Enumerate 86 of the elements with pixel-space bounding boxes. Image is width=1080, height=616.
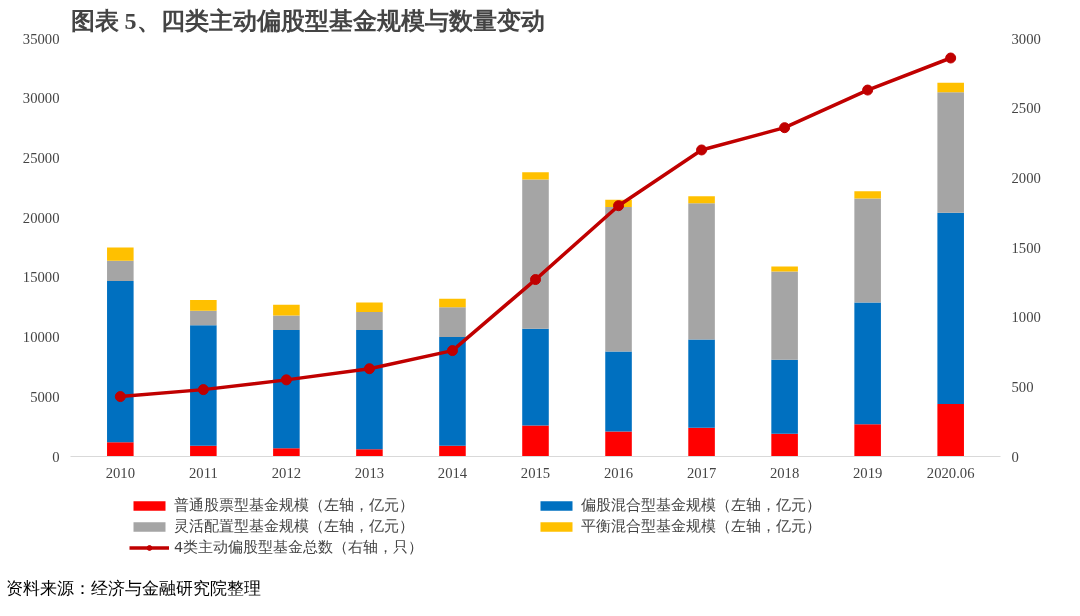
bar xyxy=(107,260,134,281)
x-tick-label: 2019 xyxy=(852,464,883,481)
y-tick-label: 5000 xyxy=(30,388,60,405)
point xyxy=(862,84,874,96)
x-tick-label: 2012 xyxy=(271,464,302,481)
legend-label: 灵活配置型基金规模（左轴，亿元） xyxy=(174,516,415,536)
bar xyxy=(273,448,300,457)
bar xyxy=(605,351,632,432)
legend-label: 普通股票型基金规模（左轴，亿元） xyxy=(174,495,415,515)
legend-label: 4类主动偏股型基金总数（右轴，只） xyxy=(174,537,425,557)
y2-tick-label: 3000 xyxy=(1011,30,1041,47)
bar xyxy=(605,431,632,457)
bar xyxy=(107,247,134,261)
bar xyxy=(688,427,715,457)
point xyxy=(114,391,126,403)
bar xyxy=(522,172,549,180)
bar xyxy=(771,359,798,434)
x-tick-label: 2010 xyxy=(105,464,135,481)
y-tick-label: 15000 xyxy=(22,269,60,286)
bar xyxy=(937,82,964,93)
bar xyxy=(356,329,383,450)
y2-tick-label: 0 xyxy=(1011,448,1019,465)
bar xyxy=(439,307,466,338)
bar xyxy=(854,424,881,457)
bar xyxy=(771,271,798,360)
text: 资料来源：经济与金融研究院整理 xyxy=(6,578,261,600)
y2-tick-label: 1500 xyxy=(1011,239,1041,256)
bar xyxy=(771,433,798,457)
bar xyxy=(439,298,466,308)
bar xyxy=(190,445,217,457)
y-tick-label: 30000 xyxy=(22,90,60,107)
y2-tick-label: 500 xyxy=(1011,378,1034,395)
bar xyxy=(439,445,466,457)
bar xyxy=(937,403,964,457)
bar xyxy=(190,300,217,311)
y-tick-label: 0 xyxy=(52,448,60,465)
x-tick-label: 2014 xyxy=(437,464,468,481)
bar xyxy=(522,179,549,329)
bar xyxy=(273,329,300,449)
y2-tick-label: 1000 xyxy=(1011,309,1041,326)
x-tick-label: 2017 xyxy=(686,464,717,481)
legend-label: 偏股混合型基金规模（左轴，亿元） xyxy=(581,495,822,515)
bar xyxy=(522,425,549,457)
bar xyxy=(190,325,217,446)
bar xyxy=(190,310,217,326)
bar xyxy=(937,212,964,404)
bar xyxy=(107,442,134,457)
x-tick-label: 2020.06 xyxy=(926,464,975,481)
point xyxy=(945,52,957,64)
y2-tick-label: 2500 xyxy=(1011,100,1041,117)
point xyxy=(363,363,375,375)
bar xyxy=(356,311,383,330)
bar xyxy=(854,191,881,199)
bar xyxy=(854,302,881,425)
point xyxy=(197,384,209,396)
legend-label: 平衡混合型基金规模（左轴，亿元） xyxy=(581,516,822,536)
bar xyxy=(439,337,466,446)
bar xyxy=(854,198,881,303)
y2-tick-label: 2000 xyxy=(1011,169,1041,186)
y-tick-label: 10000 xyxy=(22,329,60,346)
point xyxy=(696,144,708,156)
bar xyxy=(688,339,715,428)
y-tick-label: 20000 xyxy=(22,209,60,226)
y-tick-label: 35000 xyxy=(22,30,60,47)
point xyxy=(446,345,458,357)
bar xyxy=(688,196,715,204)
x-tick-label: 2013 xyxy=(354,464,385,481)
point xyxy=(779,122,791,134)
x-tick-label: 2015 xyxy=(520,464,551,481)
point xyxy=(530,274,541,286)
point xyxy=(280,374,292,386)
bar xyxy=(356,449,383,457)
bar xyxy=(273,315,300,330)
y-tick-label: 25000 xyxy=(22,149,60,166)
bar xyxy=(688,203,715,340)
bar xyxy=(107,280,134,443)
bar xyxy=(356,302,383,312)
chart-title: 图表 5、四类主动偏股型基金规模与数量变动 xyxy=(70,6,545,34)
x-tick-label: 2016 xyxy=(603,464,634,481)
bar xyxy=(937,92,964,213)
x-tick-label: 2018 xyxy=(769,464,800,481)
bar xyxy=(605,206,632,352)
bar xyxy=(522,328,549,426)
bar xyxy=(273,304,300,316)
x-tick-label: 2011 xyxy=(188,464,218,481)
point xyxy=(613,200,625,212)
